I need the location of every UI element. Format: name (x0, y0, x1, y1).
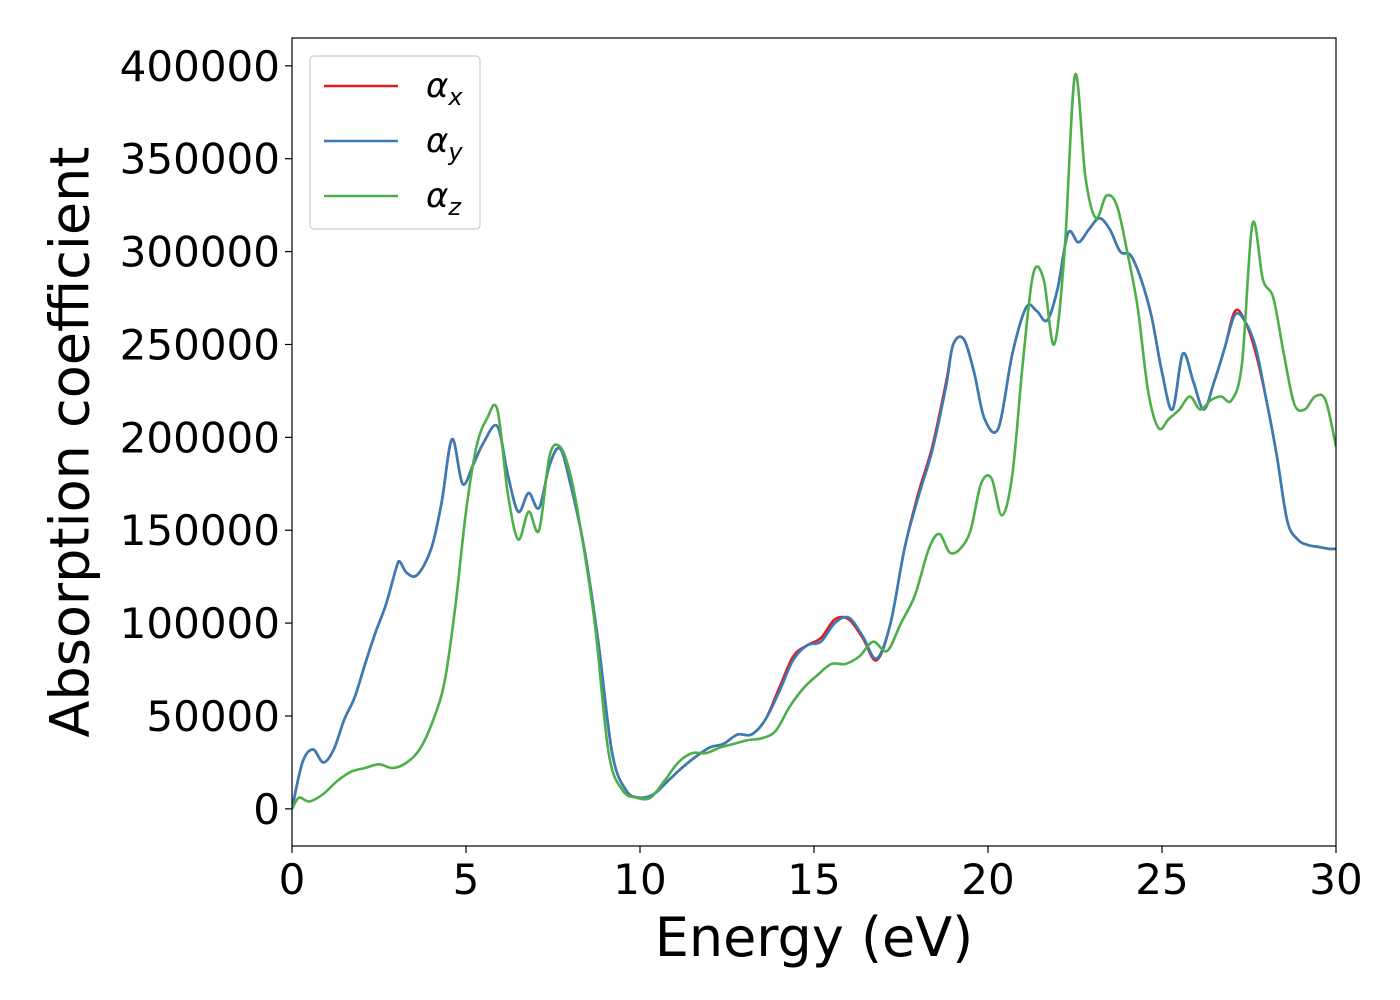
y-tick-label: 400000 (120, 42, 280, 91)
y-tick-label: 150000 (120, 506, 280, 555)
y-tick-label: 50000 (146, 692, 280, 741)
legend-label-alpha-z: αz (426, 176, 462, 221)
legend-box (309, 55, 481, 230)
x-tick-label: 25 (1135, 855, 1188, 904)
y-tick-label: 250000 (120, 320, 280, 369)
y-tick-label: 100000 (120, 599, 280, 648)
series-line-alpha-y (292, 216, 1336, 810)
x-axis: 0 5 10 15 20 25 30 (279, 846, 1363, 904)
legend-subscript: z (447, 193, 462, 221)
y-tick-label: 0 (253, 785, 280, 834)
y-tick-label: 350000 (120, 135, 280, 184)
x-tick-label: 30 (1309, 855, 1362, 904)
x-tick-label: 20 (961, 855, 1014, 904)
x-tick-label: 0 (279, 855, 306, 904)
x-axis-title: Energy (eV) (655, 906, 974, 969)
series-line-alpha-z (292, 72, 1336, 810)
x-tick-label: 5 (453, 855, 480, 904)
y-tick-label: 300000 (120, 228, 280, 277)
y-axis: 0 50000 100000 150000 200000 250000 300000 3500… (120, 42, 292, 834)
series-line-alpha-x (292, 216, 1336, 810)
x-tick-label: 10 (613, 855, 666, 904)
legend-subscript: y (447, 138, 463, 166)
y-axis-title: Absorption coefficient (39, 147, 102, 738)
y-tick-label: 200000 (120, 413, 280, 462)
x-tick-label: 15 (787, 855, 840, 904)
legend-subscript: x (447, 83, 463, 111)
